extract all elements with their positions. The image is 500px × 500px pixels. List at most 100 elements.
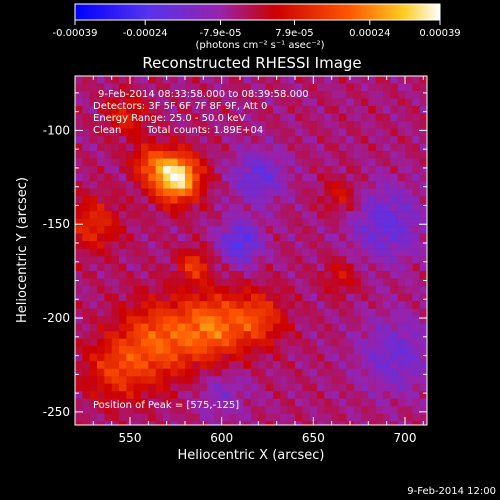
image-cell xyxy=(163,196,171,204)
image-cell xyxy=(229,113,237,122)
image-cell xyxy=(119,271,127,279)
image-cell xyxy=(302,406,310,415)
image-cell xyxy=(280,398,288,407)
image-cell xyxy=(273,121,281,129)
image-cell xyxy=(353,173,362,182)
image-cell xyxy=(199,323,208,332)
image-cell xyxy=(163,98,171,107)
image-cell xyxy=(331,181,340,189)
image-cell xyxy=(368,248,376,257)
image-cell xyxy=(207,421,215,425)
image-cell xyxy=(295,136,303,144)
image-cell xyxy=(353,196,362,204)
image-cell xyxy=(192,106,200,114)
colorbar-tick-label: -0.00024 xyxy=(123,28,168,39)
image-cell xyxy=(251,151,259,159)
image-cell xyxy=(229,293,237,302)
image-cell xyxy=(273,113,281,122)
image-cell xyxy=(141,211,149,219)
image-cell xyxy=(331,203,340,212)
image-cell xyxy=(192,391,200,400)
image-cell xyxy=(133,286,142,294)
image-cell xyxy=(207,188,215,197)
image-cell xyxy=(361,121,369,129)
image-cell xyxy=(317,263,325,272)
image-cell xyxy=(280,83,288,92)
image-cell xyxy=(192,136,200,144)
image-cell xyxy=(331,113,340,122)
image-cell xyxy=(104,361,112,370)
image-cell xyxy=(324,188,332,197)
image-cell xyxy=(368,293,376,302)
image-cell xyxy=(214,338,222,347)
image-cell xyxy=(412,263,420,272)
image-cell xyxy=(258,331,266,339)
image-cell xyxy=(339,413,347,422)
image-cell xyxy=(207,173,215,182)
image-cell xyxy=(111,98,120,107)
image-cell xyxy=(185,271,193,279)
image-cell xyxy=(368,353,376,362)
image-cell xyxy=(368,83,376,92)
image-cell xyxy=(317,248,325,257)
image-cell xyxy=(309,158,318,167)
image-cell xyxy=(258,128,266,137)
image-cell xyxy=(75,91,83,99)
image-cell xyxy=(75,331,83,339)
image-cell xyxy=(148,331,156,339)
image-cell xyxy=(339,121,347,129)
image-cell xyxy=(236,143,244,152)
image-cell xyxy=(317,106,325,114)
image-cell xyxy=(97,211,105,219)
image-cell xyxy=(280,241,288,249)
image-cell xyxy=(412,121,420,129)
image-cell xyxy=(346,301,354,309)
image-cell xyxy=(192,271,200,279)
image-cell xyxy=(214,226,222,234)
peak-position-label: Position of Peak = [575,-125] xyxy=(93,400,239,411)
image-cell xyxy=(111,346,120,354)
image-cell xyxy=(412,376,420,385)
image-cell xyxy=(258,346,266,354)
image-cell xyxy=(133,106,142,114)
image-cell xyxy=(243,293,252,302)
image-cell xyxy=(273,181,281,189)
image-cell xyxy=(390,361,398,370)
image-cell xyxy=(236,316,244,324)
image-cell xyxy=(331,286,340,294)
image-cell xyxy=(324,151,332,159)
image-cell xyxy=(258,196,266,204)
image-cell xyxy=(287,76,296,84)
image-cell xyxy=(361,383,369,392)
image-cell xyxy=(243,398,252,407)
image-cell xyxy=(104,391,112,400)
image-cell xyxy=(317,128,325,137)
image-cell xyxy=(368,383,376,392)
image-cell xyxy=(82,323,90,332)
image-cell xyxy=(375,188,384,197)
image-cell xyxy=(111,406,120,415)
image-cell xyxy=(111,143,120,152)
image-cell xyxy=(207,113,215,122)
image-cell xyxy=(126,383,134,392)
image-cell xyxy=(236,331,244,339)
image-cell xyxy=(331,316,340,324)
image-cell xyxy=(280,421,288,425)
image-cell xyxy=(119,286,127,294)
image-cell xyxy=(192,188,200,197)
image-cell xyxy=(82,241,90,249)
image-cell xyxy=(133,121,142,129)
image-cell xyxy=(126,143,134,152)
image-cell xyxy=(287,98,296,107)
image-cell xyxy=(375,121,384,129)
image-cell xyxy=(383,248,391,257)
image-cell xyxy=(383,83,391,92)
image-cell xyxy=(375,143,384,152)
image-cell xyxy=(331,173,340,182)
image-cell xyxy=(251,278,259,287)
image-cell xyxy=(375,398,384,407)
image-cell xyxy=(229,398,237,407)
image-cell xyxy=(236,113,244,122)
image-cell xyxy=(214,158,222,167)
image-cell xyxy=(104,271,112,279)
